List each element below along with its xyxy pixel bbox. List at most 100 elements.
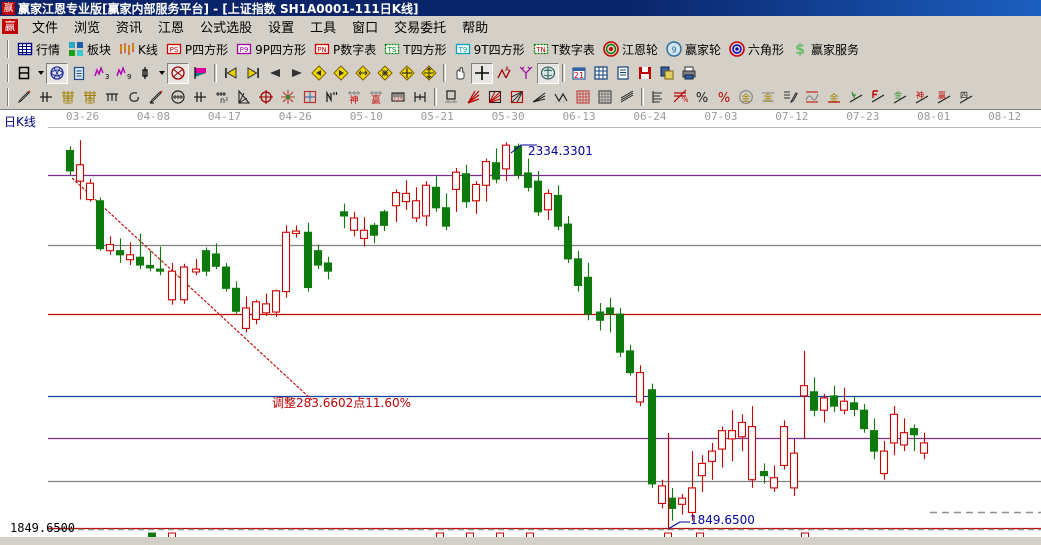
color-flag-button[interactable]	[189, 63, 211, 84]
ying-tool-button[interactable]: 赢	[365, 87, 387, 108]
wave-red-tool-button[interactable]	[801, 87, 823, 108]
n-squared-tool-button[interactable]: n²	[211, 87, 233, 108]
toolbar-pn-table-button[interactable]: PN P数字表	[310, 39, 380, 60]
hash-2-tool-button[interactable]	[189, 87, 211, 108]
percent-tool-button[interactable]: %	[691, 87, 713, 108]
angle-ying-tool-button[interactable]: 赢	[933, 87, 955, 108]
save-button[interactable]	[634, 63, 656, 84]
hash-lines-tool-button[interactable]	[35, 87, 57, 108]
prev-button[interactable]	[264, 63, 286, 84]
copy-button[interactable]	[656, 63, 678, 84]
starburst-tool-button[interactable]	[277, 87, 299, 108]
circle-scale-tool-button[interactable]	[167, 87, 189, 108]
wave-3-button[interactable]: 3	[90, 63, 112, 84]
toolbar-winner-wheel-button[interactable]: 9 赢家轮	[662, 39, 725, 60]
angle-f-tool-button[interactable]	[867, 87, 889, 108]
toolbar-sectors-button[interactable]: 板块	[64, 39, 115, 60]
percent-red-tool-button[interactable]: %	[713, 87, 735, 108]
tree-tool-button[interactable]	[515, 63, 537, 84]
fan-dark-tool-button[interactable]	[506, 87, 528, 108]
frame-tool-button[interactable]	[440, 87, 462, 108]
comb-tool-button[interactable]	[101, 87, 123, 108]
fan-box-tool-button[interactable]	[484, 87, 506, 108]
angle-gold-tool-button[interactable]: 金	[889, 87, 911, 108]
h-move-button[interactable]	[352, 63, 374, 84]
brain-tool-button[interactable]	[537, 62, 559, 84]
toolbar-quotes-button[interactable]: 行情	[13, 39, 64, 60]
candlestick-plot[interactable]: 2334.3301 调整283.6602点11.60% 1849.6500 1849.…	[0, 128, 1041, 537]
toolbar-hexagon-button[interactable]: 六角形	[725, 39, 788, 60]
toolbar-separator	[434, 88, 437, 106]
percent-line-tool-button[interactable]: %	[669, 87, 691, 108]
gold-ladder-tool-button[interactable]: 金	[757, 87, 779, 108]
toolbar-t9-square-button[interactable]: T9 9T四方形	[451, 39, 529, 60]
target-tool-button[interactable]	[255, 87, 277, 108]
cross-button[interactable]	[396, 63, 418, 84]
toolbar-ps-square-button[interactable]: PS P四方形	[162, 39, 232, 60]
chart-area[interactable]: 日K线 03-26 04-08 04-17 04-26 05-10 05-21 05-30 0…	[0, 110, 1041, 537]
data-table-button[interactable]	[590, 63, 612, 84]
single-bar-button[interactable]	[134, 63, 156, 84]
first-page-button[interactable]	[220, 63, 242, 84]
mark-quote-tool-button[interactable]	[321, 87, 343, 108]
zigzag-tool-button[interactable]	[550, 87, 572, 108]
pencil-tool-button[interactable]	[13, 87, 35, 108]
gold-grid-2-tool-button[interactable]: 金	[79, 87, 101, 108]
fan-red-tool-button[interactable]	[462, 87, 484, 108]
period-dropdown-button[interactable]	[35, 63, 46, 84]
menu-item-news[interactable]: 资讯	[116, 20, 143, 36]
bar-dropdown-button[interactable]	[156, 63, 167, 84]
fan-thin-tool-button[interactable]	[528, 87, 550, 108]
expand-button[interactable]	[418, 63, 440, 84]
shen-tool-button[interactable]: 神	[343, 87, 365, 108]
parallel-tool-button[interactable]	[616, 87, 638, 108]
document-button[interactable]	[612, 63, 634, 84]
menu-item-file[interactable]: 文件	[32, 20, 59, 36]
wave-9-button[interactable]: 9	[112, 63, 134, 84]
toolbar-tn-table-button[interactable]: TN T数字表	[529, 39, 599, 60]
menu-item-trade[interactable]: 交易委托	[394, 20, 447, 36]
report-button[interactable]	[68, 63, 90, 84]
last-page-button[interactable]	[242, 63, 264, 84]
menu-item-gann[interactable]: 江恩	[158, 20, 185, 36]
menu-item-browse[interactable]: 浏览	[74, 20, 101, 36]
indicator-toggle-button[interactable]	[46, 62, 68, 84]
ladder-tool-button[interactable]	[647, 87, 669, 108]
calendar-button[interactable]: 21	[568, 63, 590, 84]
toolbar-gann-wheel-button[interactable]: 江恩轮	[599, 39, 662, 60]
menu-item-settings[interactable]: 设置	[268, 20, 295, 36]
pan-tool-button[interactable]	[449, 63, 471, 84]
pen-red-tool-button[interactable]	[145, 87, 167, 108]
menu-item-window[interactable]: 窗口	[352, 20, 379, 36]
angle-j-tool-button[interactable]	[845, 87, 867, 108]
grid-dark-tool-button[interactable]	[594, 87, 616, 108]
red-net-button[interactable]	[167, 62, 189, 84]
fan-a-tool-button[interactable]	[233, 87, 255, 108]
crosshair-tool-button[interactable]	[471, 62, 493, 84]
toolbar-p9-square-button[interactable]: P9 9P四方形	[232, 39, 310, 60]
pen-gold-tool-button[interactable]	[779, 87, 801, 108]
menu-item-tools[interactable]: 工具	[310, 20, 337, 36]
h-span-tool-button[interactable]	[409, 87, 431, 108]
menu-item-help[interactable]: 帮助	[462, 20, 489, 36]
ruler-123-tool-button[interactable]: 123	[387, 87, 409, 108]
period-day-button[interactable]	[13, 63, 35, 84]
gold-grid-1-tool-button[interactable]: 金	[57, 87, 79, 108]
grid-red-tool-button[interactable]	[572, 87, 594, 108]
shift-right-button[interactable]	[330, 63, 352, 84]
angle-si-tool-button[interactable]: 四	[955, 87, 977, 108]
spiral-tool-button[interactable]	[123, 87, 145, 108]
gold-circle-tool-button[interactable]: 金	[735, 87, 757, 108]
gold-line-tool-button[interactable]: 金	[823, 87, 845, 108]
menu-item-formula[interactable]: 公式选股	[200, 20, 253, 36]
toolbar-ts-square-button[interactable]: TS T四方形	[380, 39, 450, 60]
box-grid-tool-button[interactable]	[299, 87, 321, 108]
angle-shen-tool-button[interactable]: 神	[911, 87, 933, 108]
shift-left-button[interactable]	[308, 63, 330, 84]
zoom-out-button[interactable]	[374, 63, 396, 84]
toolbar-kline-button[interactable]: K线	[115, 39, 162, 60]
angle-tool-button[interactable]: A	[493, 63, 515, 84]
print-button[interactable]	[678, 63, 700, 84]
toolbar-service-button[interactable]: $ 赢家服务	[788, 39, 863, 60]
next-button[interactable]	[286, 63, 308, 84]
